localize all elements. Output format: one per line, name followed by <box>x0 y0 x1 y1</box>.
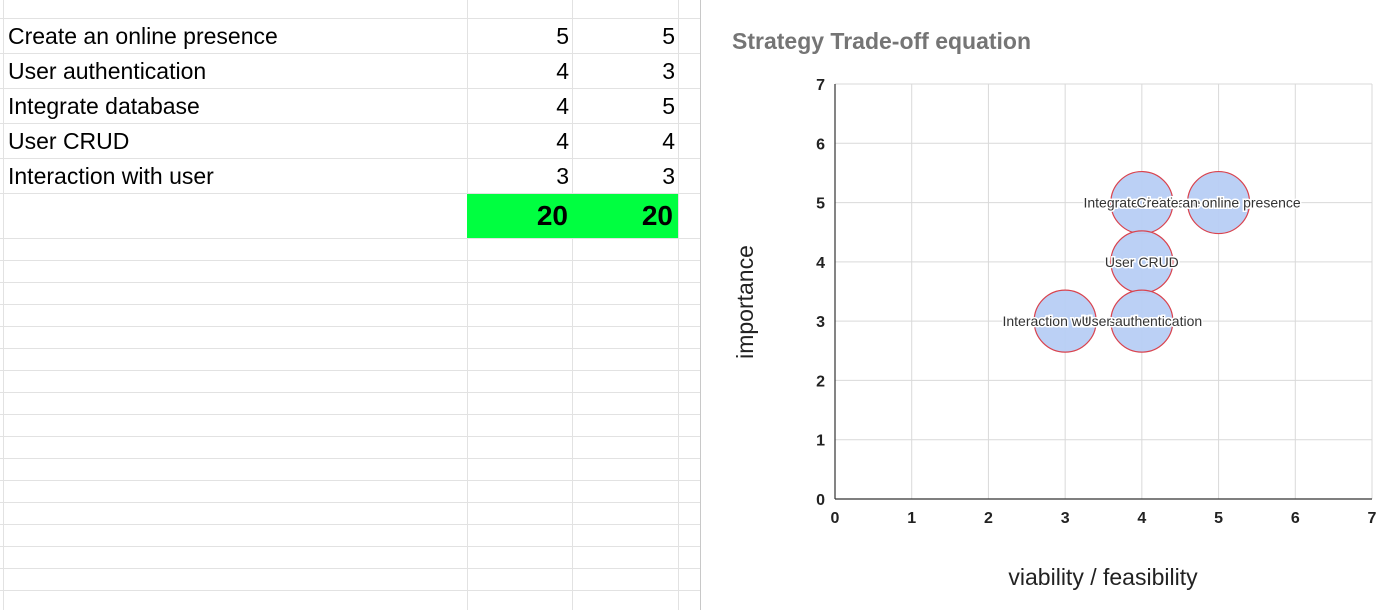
bubble-point[interactable] <box>1033 289 1097 353</box>
bubble-label: Create an online presence <box>1136 195 1300 211</box>
x-tick-label: 2 <box>984 510 993 527</box>
scatter-chart: Strategy Trade-off equation 0 1 2 3 4 5 6 7 0 1 2… <box>732 28 1377 590</box>
sheet-cell-col-a[interactable]: 4 <box>556 93 569 119</box>
y-axis-label: importance <box>732 245 758 359</box>
total-col-b[interactable]: 20 <box>641 200 673 231</box>
sheet-cell-col-a[interactable]: 3 <box>556 163 569 189</box>
total-highlight-cell[interactable] <box>467 194 678 238</box>
sheet-cell-col-b[interactable]: 3 <box>662 58 675 84</box>
x-tick-label: 3 <box>1061 510 1070 527</box>
y-tick-label: 3 <box>816 314 825 331</box>
sheet-cell-col-a[interactable]: 4 <box>556 58 569 84</box>
bubble-label: User CRUD <box>1105 254 1179 270</box>
sheet-cell-label[interactable]: User CRUD <box>8 128 130 154</box>
sheet-cell-label[interactable]: Integrate database <box>8 93 200 119</box>
sheet-cell-col-a[interactable]: 5 <box>556 23 569 49</box>
sheet-cell-col-b[interactable]: 3 <box>662 163 675 189</box>
chart-title: Strategy Trade-off equation <box>732 28 1031 54</box>
total-col-a[interactable]: 20 <box>536 200 568 231</box>
y-tick-label: 2 <box>816 373 825 390</box>
x-tick-labels: 0 1 2 3 4 5 6 7 <box>831 510 1377 527</box>
x-tick-label: 5 <box>1214 510 1223 527</box>
bubble-point[interactable] <box>1110 289 1174 353</box>
x-tick-label: 1 <box>907 510 916 527</box>
y-tick-labels: 0 1 2 3 4 5 6 7 <box>816 77 825 509</box>
y-tick-label: 0 <box>816 492 825 509</box>
x-tick-label: 0 <box>831 510 840 527</box>
sheet-cell-label[interactable]: Create an online presence <box>8 23 278 49</box>
bubble-label: Integrate database <box>1083 195 1200 211</box>
pane-divider <box>700 0 701 610</box>
y-tick-label: 7 <box>816 77 825 94</box>
sheet-cell-col-b[interactable]: 5 <box>662 23 675 49</box>
y-tick-label: 5 <box>816 196 825 213</box>
x-tick-label: 6 <box>1291 510 1300 527</box>
bubbles <box>1033 170 1251 353</box>
y-tick-label: 6 <box>816 136 825 153</box>
chart-gridlines <box>835 83 1373 499</box>
sheet-cell-col-b[interactable]: 5 <box>662 93 675 119</box>
bubble-label: Interaction with user <box>1002 313 1128 329</box>
y-tick-label: 1 <box>816 433 825 450</box>
sheet-gridlines <box>0 0 700 610</box>
chart-panel[interactable]: Strategy Trade-off equation 0 1 2 3 4 5 6 7 0 1 2… <box>701 0 1398 610</box>
x-axis-label: viability / feasibility <box>1008 564 1198 590</box>
x-tick-label: 4 <box>1137 510 1146 527</box>
sheet-cell-label[interactable]: Interaction with user <box>8 163 214 189</box>
sheet-cell-col-a[interactable]: 4 <box>556 128 569 154</box>
sheet-cell-col-b[interactable]: 4 <box>662 128 675 154</box>
spreadsheet[interactable]: Create an online presence 5 5 User authenti… <box>0 0 700 610</box>
bubble-point[interactable] <box>1186 170 1251 235</box>
bubble-label: User authentication <box>1082 313 1203 329</box>
y-tick-label: 4 <box>816 255 825 272</box>
x-tick-label: 7 <box>1368 510 1377 527</box>
sheet-cell-label[interactable]: User authentication <box>8 58 207 84</box>
chart-axes <box>834 84 1372 500</box>
